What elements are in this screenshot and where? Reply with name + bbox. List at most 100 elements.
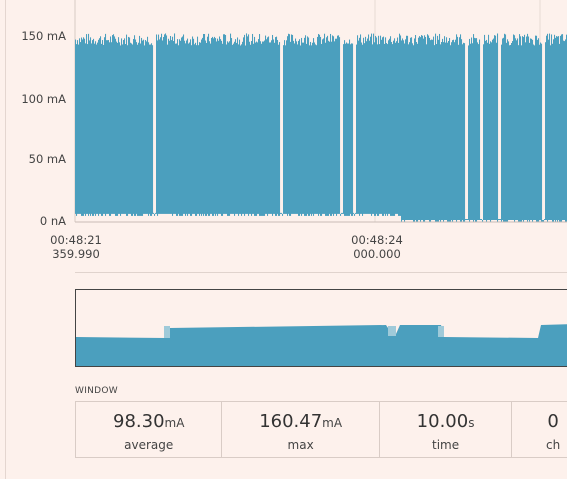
trace-sample [469, 38, 471, 222]
trace-sample [170, 35, 172, 214]
trace-sample [349, 39, 351, 216]
trace-sample [326, 37, 328, 216]
trace-sample [172, 36, 174, 216]
stat-average-label: average [124, 438, 174, 452]
trace-sample [109, 42, 111, 216]
trace-sample [162, 40, 164, 214]
trace-sample [100, 36, 102, 214]
stat-time: 10.00s time [380, 402, 513, 457]
trace-sample [474, 37, 476, 221]
trace-sample [511, 43, 513, 220]
trace-sample [425, 36, 427, 220]
trace-sample [196, 45, 198, 216]
current-chart[interactable]: 150 mA 100 mA 50 mA 0 nA 00:48:21 359.99… [0, 0, 567, 270]
trace-sample [433, 36, 435, 220]
trace-sample [492, 39, 494, 220]
trace-sample [112, 35, 114, 214]
trace-sample [554, 34, 556, 220]
trace-sample [429, 37, 431, 222]
trace-sample [394, 38, 396, 216]
trace-sample [84, 38, 86, 214]
trace-sample [194, 44, 196, 214]
trace-sample [210, 43, 212, 214]
trace-sample [90, 37, 92, 216]
trace-sample [175, 43, 177, 214]
minimap-transition [438, 326, 444, 337]
trace-sample [151, 43, 153, 216]
trace-sample [389, 38, 391, 214]
trace-sample [557, 36, 559, 222]
stat-time-unit: s [468, 416, 475, 430]
trace-sample [377, 44, 379, 216]
trace-sample [381, 39, 383, 214]
trace-sample [476, 38, 478, 222]
trace-sample [552, 43, 554, 223]
trace-sample [426, 44, 428, 220]
trace-sample [454, 42, 456, 220]
trace-sample [363, 37, 365, 214]
trace-sample [140, 43, 142, 216]
trace-sample [285, 45, 287, 214]
trace-sample [136, 42, 138, 214]
trace-sample [447, 42, 449, 222]
trace-sample [520, 36, 522, 223]
trace-sample [244, 34, 246, 216]
trace-sample [268, 36, 270, 214]
trace-sample [368, 34, 370, 214]
trace-sample [280, 212, 282, 214]
trace-sample [422, 35, 424, 221]
trace-sample [216, 41, 218, 214]
trace-sample [423, 38, 425, 223]
trace-sample [514, 35, 516, 223]
trace-sample [372, 44, 374, 214]
trace-sample [548, 39, 550, 220]
trace-sample [431, 39, 433, 220]
trace-sample [277, 40, 279, 214]
trace-sample [177, 39, 179, 216]
trace-sample [549, 33, 551, 221]
trace-sample [311, 45, 313, 216]
trace-sample [81, 37, 83, 216]
trace-sample [335, 38, 337, 214]
trace-sample [163, 36, 165, 214]
trace-sample [316, 45, 318, 214]
trace-sample [105, 33, 107, 216]
trace-sample [489, 43, 491, 220]
trace-sample [166, 35, 168, 214]
trace-sample [116, 41, 118, 216]
trace-sample [255, 42, 257, 216]
trace-sample [366, 41, 368, 214]
trace-sample [233, 43, 235, 214]
trace-sample [127, 45, 129, 216]
trace-sample [146, 41, 148, 214]
trace-sample [275, 37, 277, 216]
trace-sample [411, 37, 413, 221]
trace-sample [158, 34, 160, 214]
trace-sample [77, 40, 79, 214]
trace-sample [515, 38, 517, 220]
trace-sample [289, 34, 291, 216]
trace-sample [561, 34, 563, 222]
trace-sample [282, 213, 284, 216]
trace-sample [223, 34, 225, 214]
trace-sample [150, 44, 152, 216]
trace-sample [221, 40, 223, 216]
trace-sample [222, 43, 224, 216]
trace-sample [178, 45, 180, 214]
trace-sample [332, 35, 334, 214]
minimap[interactable] [75, 289, 567, 367]
trace-sample [442, 38, 444, 221]
trace-sample [238, 44, 240, 216]
trace-sample [205, 40, 207, 216]
trace-sample [534, 45, 536, 220]
trace-sample [464, 43, 466, 222]
trace-sample [529, 42, 531, 223]
trace-sample [164, 34, 166, 214]
trace-sample [421, 35, 423, 221]
stat-time-label: time [432, 438, 460, 452]
trace-sample [495, 35, 497, 220]
trace-sample [148, 42, 150, 216]
trace-sample [439, 33, 441, 220]
trace-sample [86, 34, 88, 214]
trace-sample [434, 45, 436, 220]
